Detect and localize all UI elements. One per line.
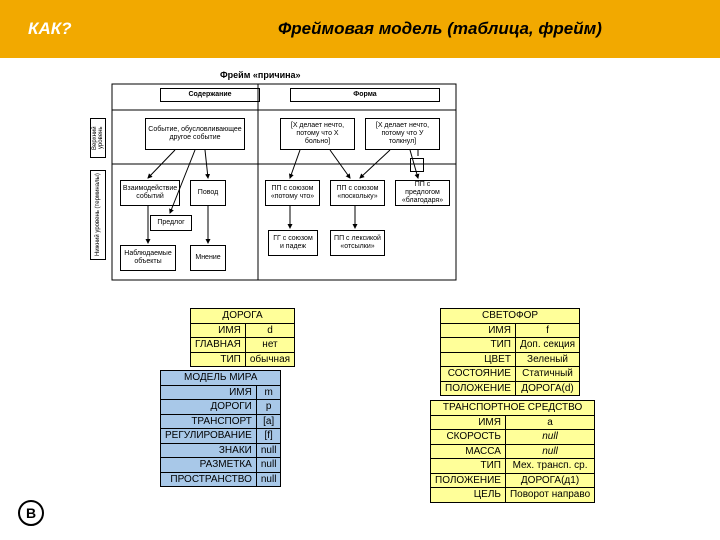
road-v1: нет <box>245 338 294 353</box>
light-title: СВЕТОФОР <box>441 309 580 324</box>
road-k2: ТИП <box>191 352 246 367</box>
light-v3: Статичный <box>515 367 579 382</box>
box-mid-6: ПП с предлогом «благодаря» <box>395 180 450 206</box>
light-k4: ПОЛОЖЕНИЕ <box>441 381 516 396</box>
header-bar: КАК? Фреймовая модель (таблица, фрейм) <box>0 0 720 58</box>
light-k1: ТИП <box>441 338 516 353</box>
world-k3: РЕГУЛИРОВАНИЕ <box>161 429 257 444</box>
road-title: ДОРОГА <box>191 309 295 324</box>
road-k1: ГЛАВНАЯ <box>191 338 246 353</box>
light-k2: ЦВЕТ <box>441 352 516 367</box>
world-k0: ИМЯ <box>161 385 257 400</box>
box-mid-4: ПП с союзом «потому что» <box>265 180 320 206</box>
table-light: СВЕТОФОР ИМЯf ТИПДоп. секция ЦВЕТЗеленый… <box>440 308 580 396</box>
header-left: КАК? <box>28 19 278 39</box>
vehicle-v4: ДОРОГА(д1) <box>505 473 594 488</box>
col-header-2: Форма <box>290 88 440 102</box>
box-top-2: [X делает нечто, потому что X больно] <box>280 118 355 150</box>
vehicle-title: ТРАНСПОРТНОЕ СРЕДСТВО <box>431 401 595 416</box>
light-k3: СОСТОЯНИЕ <box>441 367 516 382</box>
logo-icon: В <box>18 500 44 526</box>
frame-diagram: Фрейм «причина» Содержание Форма Верхний… <box>90 70 470 300</box>
box-bot-3: ГГ с союзом и падеж <box>268 230 318 256</box>
vehicle-v3: Мех. трансп. ср. <box>505 459 594 474</box>
world-k1: ДОРОГИ <box>161 400 257 415</box>
box-bot-4: ПП с лексикой «отсылки» <box>330 230 385 256</box>
light-v4: ДОРОГА(d) <box>515 381 579 396</box>
box-bot-2: Мнение <box>190 245 226 271</box>
box-top-1: Событие, обусловливающее другое событие <box>145 118 245 150</box>
vehicle-k1: СКОРОСТЬ <box>431 430 506 445</box>
col-header-1: Содержание <box>160 88 260 102</box>
diagram-title: Фрейм «причина» <box>220 70 301 80</box>
box-mid-2: Повод <box>190 180 226 206</box>
vehicle-v5: Поворот направо <box>505 488 594 503</box>
side-label-bottom: Нижний уровень (терминалы) <box>90 170 106 260</box>
world-k2: ТРАНСПОРТ <box>161 414 257 429</box>
box-top-3: [X делает нечто, потому что У толкнул] <box>365 118 440 150</box>
box-empty <box>410 158 424 172</box>
world-v4: null <box>256 443 281 458</box>
header-right: Фреймовая модель (таблица, фрейм) <box>278 19 602 39</box>
box-bot-1: Наблюдаемые объекты <box>120 245 176 271</box>
vehicle-k0: ИМЯ <box>431 415 506 430</box>
world-title: МОДЕЛЬ МИРА <box>161 371 281 386</box>
world-v5: null <box>256 458 281 473</box>
vehicle-k2: МАССА <box>431 444 506 459</box>
box-mid-1: Взаимодействие событий <box>120 180 180 206</box>
table-world: МОДЕЛЬ МИРА ИМЯm ДОРОГИp ТРАНСПОРТ[a] РЕ… <box>160 370 281 487</box>
vehicle-k3: ТИП <box>431 459 506 474</box>
box-mid-5: ПП с союзом «поскольку» <box>330 180 385 206</box>
light-v2: Зеленый <box>515 352 579 367</box>
vehicle-v2: null <box>505 444 594 459</box>
light-k0: ИМЯ <box>441 323 516 338</box>
world-k6: ПРОСТРАНСТВО <box>161 472 257 487</box>
world-v0: m <box>256 385 281 400</box>
vehicle-v1: null <box>505 430 594 445</box>
light-v1: Доп. секция <box>515 338 579 353</box>
road-v2: обычная <box>245 352 294 367</box>
side-label-top: Верхний уровень <box>90 118 106 158</box>
box-mid-3: Предлог <box>150 215 192 231</box>
world-v2: [a] <box>256 414 281 429</box>
vehicle-v0: a <box>505 415 594 430</box>
world-v1: p <box>256 400 281 415</box>
world-k4: ЗНАКИ <box>161 443 257 458</box>
table-road: ДОРОГА ИМЯd ГЛАВНАЯнет ТИПобычная <box>190 308 295 367</box>
vehicle-k4: ПОЛОЖЕНИЕ <box>431 473 506 488</box>
road-v0: d <box>245 323 294 338</box>
world-v3: [f] <box>256 429 281 444</box>
road-k0: ИМЯ <box>191 323 246 338</box>
light-v0: f <box>515 323 579 338</box>
world-k5: РАЗМЕТКА <box>161 458 257 473</box>
world-v6: null <box>256 472 281 487</box>
vehicle-k5: ЦЕЛЬ <box>431 488 506 503</box>
table-vehicle: ТРАНСПОРТНОЕ СРЕДСТВО ИМЯa СКОРОСТЬnull … <box>430 400 595 503</box>
